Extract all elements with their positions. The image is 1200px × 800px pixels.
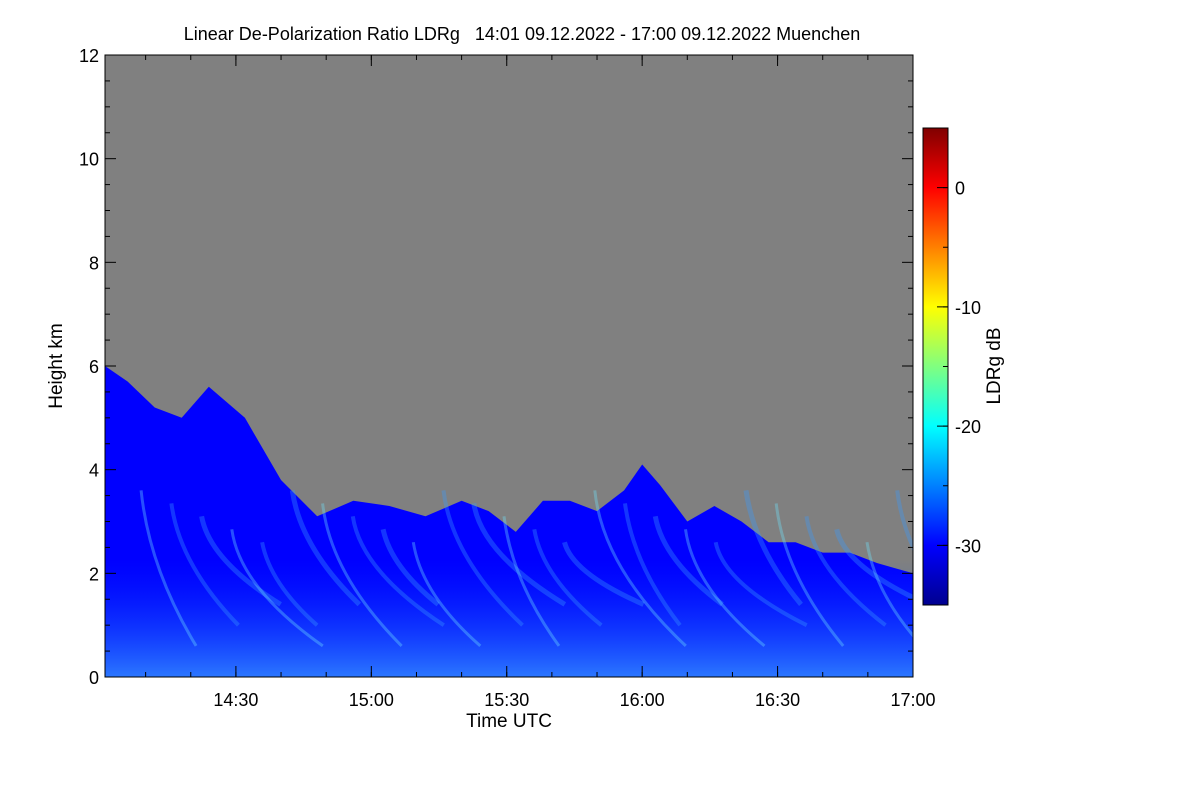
chart-title: Linear De-Polarization Ratio LDRg 14:01 … [184,24,860,44]
fall-streak [230,529,324,648]
x-tick-label: 15:00 [349,690,394,710]
y-tick-label: 12 [79,46,99,66]
x-tick-label: 16:00 [620,690,665,710]
colorbar-tick-label: -10 [955,298,981,318]
fall-streak [684,529,766,648]
y-axis: 0 2 4 6 8 10 12 [79,46,913,688]
fall-streak [623,503,682,627]
fall-streak [593,490,687,647]
fall-streak [562,541,645,607]
fall-streak [532,528,603,627]
colorbar-label: LDRg dB [984,327,1005,404]
fall-streak [774,503,845,647]
fall-streak [139,490,198,647]
y-tick-label: 8 [89,253,99,273]
fall-streak [350,516,445,627]
plot-area [105,55,913,677]
fall-streak [743,490,803,606]
y-tick-label: 10 [79,150,99,170]
x-axis: 14:30 15:00 15:30 16:00 16:30 17:00 [145,55,936,710]
fall-streak [713,541,808,627]
fall-streak [321,503,403,647]
x-axis-label: Time UTC [466,711,552,732]
fall-streak [652,515,724,607]
fall-streak [834,528,913,601]
fall-streak [289,490,362,607]
x-tick-label: 14:30 [213,690,258,710]
fall-streaks [139,490,913,648]
fall-streak [380,528,440,607]
fall-streak [199,515,282,607]
y-tick-label: 0 [89,668,99,688]
colorbar-tick-label: -30 [955,536,981,556]
fall-streak [471,502,567,607]
colorbar-tick-label: -20 [955,417,981,437]
x-tick-label: 17:00 [890,690,935,710]
fall-streak [411,541,482,648]
x-tick-label: 16:30 [755,690,800,710]
fall-streak [804,516,887,627]
lower-aerosol-band [105,560,913,677]
y-axis-label: Height km [46,323,67,409]
y-tick-label: 6 [89,357,99,377]
y-tick-label: 2 [89,564,99,584]
fall-streak [895,490,913,553]
colorbar: 0 -10 -20 -30 LDRg dB [922,127,1005,606]
fall-streak [260,541,319,627]
y-tick-label: 4 [89,461,99,481]
colorbar-ticks: 0 -10 -20 -30 [937,127,981,606]
fall-streak [441,490,524,627]
fall-streak [169,503,240,627]
colorbar-tick-label: 0 [955,179,965,199]
x-tick-label: 15:30 [484,690,529,710]
fall-streak [502,516,561,647]
